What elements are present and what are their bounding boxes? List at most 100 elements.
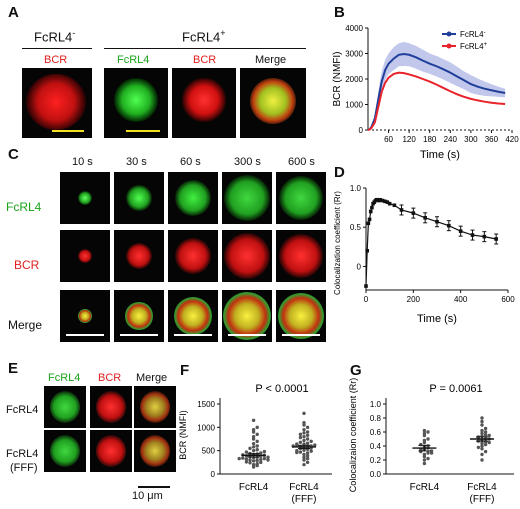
cell-blob (250, 78, 296, 124)
panel-letter-a: A (8, 4, 19, 21)
c-row-label-merge: Merge (8, 318, 43, 332)
data-point (480, 458, 484, 462)
c-image-tile (276, 172, 326, 224)
data-point (244, 457, 249, 461)
cell-blob (277, 292, 325, 340)
a-image-bcr-neg (22, 68, 92, 138)
data-point (380, 198, 385, 203)
group-label-sup: - (72, 28, 76, 38)
data-point (429, 451, 434, 455)
data-point (251, 430, 256, 434)
data-point (426, 437, 430, 441)
cell-blob (50, 435, 80, 467)
cell-blob (126, 243, 152, 269)
c-image-tile (168, 290, 218, 342)
c-image-tile (60, 230, 110, 282)
cell-blob (125, 302, 153, 330)
c-row-label-fcrl4: FcRL4 (6, 200, 42, 214)
data-point (480, 419, 484, 424)
data-point (480, 431, 484, 436)
x-tick-label: 400 (454, 295, 468, 304)
data-point (298, 440, 303, 444)
group-label-text: FcRL4 (34, 29, 73, 45)
data-point (305, 456, 310, 461)
data-point (422, 431, 427, 436)
category-label-2: (FFF) (470, 494, 495, 505)
group-label-text: FcRL4 (182, 29, 221, 45)
category-label: FcRL4 (467, 482, 497, 493)
data-point (423, 216, 427, 220)
legend-entry-sup: - (484, 30, 486, 36)
data-point (476, 445, 481, 450)
y-tick-label: 4000 (345, 24, 363, 33)
data-point (248, 458, 252, 462)
c-time-label: 30 s (126, 156, 147, 168)
cell-blob (77, 308, 93, 324)
data-point (383, 199, 387, 204)
x-tick-label: 360 (485, 135, 499, 144)
data-point (365, 248, 369, 253)
category-label: FcRL4 (289, 482, 319, 493)
data-point (266, 455, 270, 459)
data-point (435, 219, 439, 224)
data-point (483, 430, 488, 434)
data-point (251, 445, 256, 449)
data-point (255, 439, 259, 444)
y-tick-label: 1000 (197, 423, 215, 432)
c-image-tile (222, 290, 272, 342)
data-point (422, 458, 427, 462)
data-point (385, 200, 390, 204)
data-point (259, 457, 263, 462)
y-axis-label: Colocalization coefficient (Rr) (333, 191, 342, 295)
cell-blob (279, 234, 323, 278)
data-point (305, 425, 310, 430)
panel-letter-d: D (334, 164, 345, 181)
data-point (422, 428, 427, 433)
chart-d: 0 0.5 1.0 0 200 400 600 Time (s) Colocalization … (333, 184, 515, 325)
y-tick-label: 0.5 (350, 223, 362, 232)
data-point (487, 433, 491, 438)
e-image-tile (44, 430, 86, 472)
data-point (305, 441, 310, 445)
legend-marker (446, 43, 452, 49)
p-value-label: P = 0.0061 (429, 383, 482, 395)
cell-blob (96, 435, 126, 467)
scale-bar (282, 334, 320, 336)
data-point (483, 442, 488, 447)
data-point (251, 459, 256, 463)
data-point (251, 465, 256, 469)
data-point (302, 427, 306, 432)
cell-blob (96, 391, 126, 423)
e-image-tile (90, 386, 132, 428)
data-point (426, 451, 430, 455)
legend-entry: FcRL4- (460, 30, 486, 39)
cell-blob (224, 175, 270, 221)
y-tick-label: 1.0 (370, 400, 382, 409)
scale-bar (52, 130, 84, 132)
data-point (480, 423, 484, 427)
panel-letter-f: F (180, 362, 190, 379)
x-tick-label: 0 (364, 295, 369, 304)
c-image-tile (114, 230, 164, 282)
x-tick-label: 120 (402, 135, 416, 144)
data-point (262, 449, 267, 454)
data-point (367, 217, 372, 222)
cell-blob (175, 180, 211, 216)
y-tick-label: 0.0 (370, 470, 382, 479)
e-scale-bar-label: 10 μm (132, 490, 163, 502)
scale-bar (228, 334, 266, 336)
a-col-label-fcrl4: FcRL4 (117, 54, 150, 66)
data-point (255, 462, 259, 466)
data-point (298, 432, 303, 437)
y-tick-label: 0 (357, 262, 362, 271)
c-image-tile (276, 230, 326, 282)
data-point (392, 203, 397, 208)
p-value-label: P < 0.0001 (255, 383, 308, 395)
legend-entry: FcRL4+ (460, 42, 488, 51)
e-col-label-bcr: BCR (98, 372, 122, 384)
y-tick-label: 1000 (345, 101, 363, 110)
data-point (302, 431, 306, 435)
x-tick-label: 600 (501, 295, 515, 304)
data-point (305, 460, 310, 465)
legend-entry-name: FcRL4 (460, 30, 484, 39)
